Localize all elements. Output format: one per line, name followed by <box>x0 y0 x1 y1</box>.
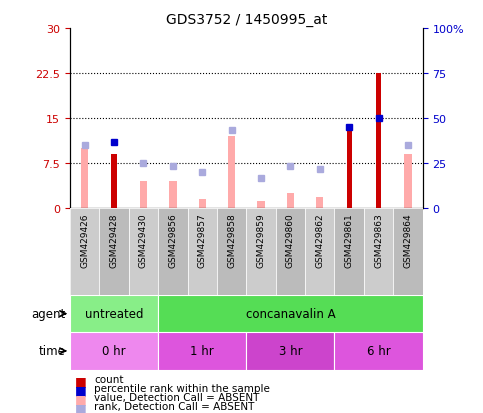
Text: 1 hr: 1 hr <box>190 344 214 358</box>
Bar <box>70 332 158 370</box>
Text: time: time <box>38 344 65 358</box>
Bar <box>276 209 305 295</box>
Bar <box>99 209 129 295</box>
Bar <box>158 295 423 332</box>
Bar <box>305 209 335 295</box>
Bar <box>140 182 147 209</box>
Text: ■: ■ <box>75 374 86 387</box>
Bar <box>316 198 324 209</box>
Text: GSM429856: GSM429856 <box>169 213 177 268</box>
Text: 0 hr: 0 hr <box>102 344 126 358</box>
Text: percentile rank within the sample: percentile rank within the sample <box>94 383 270 393</box>
Bar <box>158 209 187 295</box>
Text: GSM429430: GSM429430 <box>139 213 148 267</box>
Bar <box>334 209 364 295</box>
Bar <box>404 154 412 209</box>
Bar <box>393 209 423 295</box>
Text: GSM429426: GSM429426 <box>80 213 89 267</box>
Bar <box>257 202 265 209</box>
Text: GSM429864: GSM429864 <box>403 213 412 267</box>
Bar <box>129 209 158 295</box>
Bar <box>199 199 206 209</box>
Bar <box>364 209 393 295</box>
Bar <box>346 128 352 209</box>
Text: GSM429860: GSM429860 <box>286 213 295 268</box>
Text: 3 hr: 3 hr <box>279 344 302 358</box>
Bar <box>112 154 117 209</box>
Bar <box>81 149 88 209</box>
Bar <box>217 209 246 295</box>
Bar <box>70 209 99 295</box>
Bar <box>228 137 235 209</box>
Text: GSM429859: GSM429859 <box>256 213 266 268</box>
Bar <box>70 295 158 332</box>
Bar <box>334 332 423 370</box>
Title: GDS3752 / 1450995_at: GDS3752 / 1450995_at <box>166 12 327 26</box>
Text: rank, Detection Call = ABSENT: rank, Detection Call = ABSENT <box>94 401 255 411</box>
Bar <box>187 209 217 295</box>
Text: GSM429858: GSM429858 <box>227 213 236 268</box>
Bar <box>246 209 276 295</box>
Text: 6 hr: 6 hr <box>367 344 390 358</box>
Text: GSM429861: GSM429861 <box>345 213 354 268</box>
Text: ■: ■ <box>75 392 86 405</box>
Text: GSM429862: GSM429862 <box>315 213 324 267</box>
Bar <box>246 332 334 370</box>
Text: concanavalin A: concanavalin A <box>245 307 335 320</box>
Bar <box>169 182 177 209</box>
Bar <box>376 74 381 209</box>
Text: GSM429428: GSM429428 <box>110 213 119 267</box>
Text: count: count <box>94 374 124 384</box>
Text: GSM429863: GSM429863 <box>374 213 383 268</box>
Text: GSM429857: GSM429857 <box>198 213 207 268</box>
Text: untreated: untreated <box>85 307 143 320</box>
Text: ■: ■ <box>75 401 86 413</box>
Text: ■: ■ <box>75 383 86 396</box>
Text: value, Detection Call = ABSENT: value, Detection Call = ABSENT <box>94 392 259 402</box>
Bar <box>287 194 294 209</box>
Bar <box>158 332 246 370</box>
Text: agent: agent <box>31 307 65 320</box>
